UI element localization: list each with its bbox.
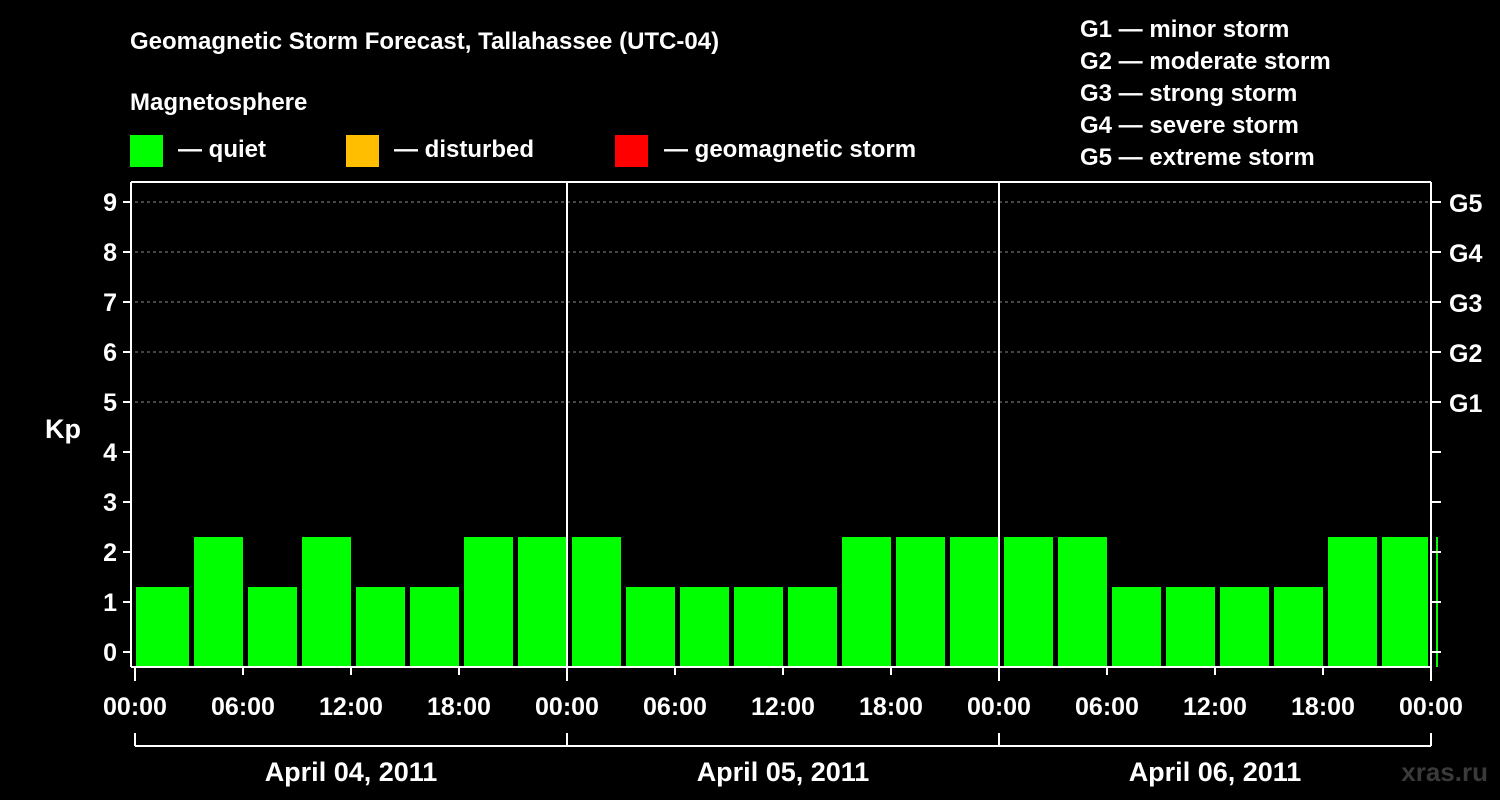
scale-g1: G1 — minor storm: [1080, 16, 1289, 43]
g-tick-label: G1: [1449, 390, 1482, 418]
x-tick-label: 06:00: [211, 693, 275, 721]
y-tick-label: 7: [103, 289, 117, 317]
kp-bar: [518, 537, 567, 667]
x-tick-label: 18:00: [1291, 693, 1355, 721]
legend-swatch-quiet: [130, 135, 163, 167]
kp-bar: [1112, 587, 1161, 667]
chart-title: Geomagnetic Storm Forecast, Tallahassee …: [130, 28, 719, 55]
kp-bar: [248, 587, 297, 667]
date-label: April 04, 2011: [265, 757, 438, 787]
x-tick-label: 12:00: [319, 693, 383, 721]
kp-bar: [1274, 587, 1323, 667]
y-axis-label: Kp: [45, 414, 81, 444]
kp-bar: [842, 537, 891, 667]
scale-g4: G4 — severe storm: [1080, 112, 1299, 139]
g-tick-label: G3: [1449, 290, 1482, 318]
kp-bar: [1058, 537, 1107, 667]
legend-label-quiet: — quiet: [178, 136, 266, 163]
kp-bar: [788, 587, 837, 667]
kp-bar: [572, 537, 621, 667]
kp-bar: [136, 587, 189, 667]
legend-swatch-storm: [615, 135, 648, 167]
x-tick-label: 12:00: [751, 693, 815, 721]
x-tick-label: 00:00: [1399, 693, 1463, 721]
kp-bar: [1382, 537, 1428, 667]
kp-bar: [950, 537, 999, 667]
legend-title: Magnetosphere: [130, 89, 307, 116]
x-axis: 00:00 06:00 12:00 18:00 00:00 06:00 12:00 18:00…: [103, 667, 1463, 721]
x-tick-label: 06:00: [1075, 693, 1139, 721]
kp-bar: [734, 587, 783, 667]
kp-bar: [1166, 587, 1215, 667]
y-tick-label: 4: [103, 439, 117, 467]
watermark: xras.ru: [1401, 757, 1488, 787]
scale-g3: G3 — strong storm: [1080, 80, 1297, 107]
y-axis: 0 1 2 3 4 5 6 7 8 9: [103, 189, 131, 667]
legend-label-disturbed: — disturbed: [394, 136, 534, 163]
x-tick-label: 18:00: [427, 693, 491, 721]
x-tick-label: 00:00: [103, 693, 167, 721]
scale-g5: G5 — extreme storm: [1080, 144, 1315, 171]
x-tick-label: 12:00: [1183, 693, 1247, 721]
date-label: April 06, 2011: [1129, 757, 1302, 787]
date-label: April 05, 2011: [697, 757, 870, 787]
kp-bar: [302, 537, 351, 667]
y-tick-label: 9: [103, 189, 117, 217]
kp-bar: [1004, 537, 1053, 667]
kp-bar: [464, 537, 513, 667]
y-tick-label: 5: [103, 389, 117, 417]
kp-bar: [1328, 537, 1377, 667]
y-tick-label: 8: [103, 239, 117, 267]
kp-bar: [1220, 587, 1269, 667]
date-axis: April 04, 2011 April 05, 2011 April 06, 20…: [134, 733, 1432, 787]
y-tick-label: 6: [103, 339, 117, 367]
x-tick-label: 06:00: [643, 693, 707, 721]
kp-bar: [680, 587, 729, 667]
legend-label-storm: — geomagnetic storm: [664, 136, 916, 163]
scale-g2: G2 — moderate storm: [1080, 48, 1331, 75]
y-tick-label: 2: [103, 539, 117, 567]
y-tick-label: 3: [103, 489, 117, 517]
x-tick-label: 00:00: [535, 693, 599, 721]
gridlines: [135, 201, 1431, 403]
y-tick-label: 1: [103, 589, 117, 617]
x-tick-label: 00:00: [967, 693, 1031, 721]
g-tick-label: G2: [1449, 340, 1482, 368]
kp-bar: [896, 537, 945, 667]
g-scale-axis: G1 G2 G3 G4 G5: [1431, 190, 1482, 653]
y-tick-label: 0: [103, 639, 117, 667]
g-tick-label: G5: [1449, 190, 1482, 218]
kp-bar: [626, 587, 675, 667]
legend-swatch-disturbed: [346, 135, 379, 167]
x-tick-label: 18:00: [859, 693, 923, 721]
bars: [136, 537, 1438, 667]
kp-bar: [194, 537, 243, 667]
kp-bar: [356, 587, 405, 667]
g-tick-label: G4: [1449, 240, 1482, 268]
kp-bar: [410, 587, 459, 667]
